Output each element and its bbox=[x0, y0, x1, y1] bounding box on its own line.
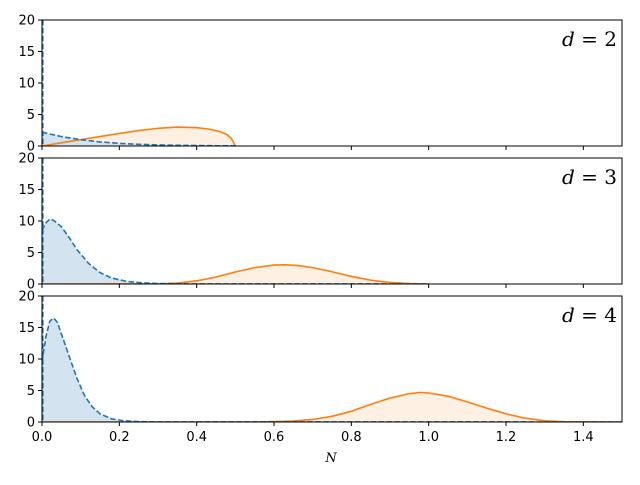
panel-3: 0 5 10 15 20 0.0 0.2 0.4 0.6 0.8 1.0 1.2 1.4 d = 4 bbox=[18, 290, 622, 446]
panel-label-var: d bbox=[562, 303, 575, 327]
panel-label-value: 3 bbox=[604, 165, 617, 189]
y-tick-label: 15 bbox=[18, 45, 35, 60]
panel-label-value: 2 bbox=[604, 27, 617, 51]
panels: 0 5 10 15 20 d = 20 5 10 15 20 d = 3 0 5 10 15 20 0.0 0.2… bbox=[18, 14, 622, 446]
panel-label-value: 4 bbox=[604, 303, 617, 327]
plot-area bbox=[42, 158, 429, 284]
y-tick-label: 0 bbox=[27, 416, 35, 431]
panel-label-equals: = bbox=[575, 303, 604, 327]
axes-frame bbox=[42, 296, 622, 422]
x-tick-label: 1.4 bbox=[573, 430, 594, 445]
y-tick-label: 10 bbox=[18, 215, 35, 230]
y-tick-label: 5 bbox=[27, 108, 35, 123]
y-tick-label: 20 bbox=[18, 290, 35, 305]
dashed-series-line bbox=[42, 318, 622, 422]
panel-label: d = 3 bbox=[562, 165, 617, 189]
y-tick-label: 15 bbox=[18, 183, 35, 198]
y-tick-label: 20 bbox=[18, 152, 35, 167]
x-tick-label: 1.0 bbox=[418, 430, 439, 445]
x-tick-label: 0.6 bbox=[264, 430, 285, 445]
y-tick-label: 5 bbox=[27, 246, 35, 261]
x-tick-label: 0.2 bbox=[109, 430, 130, 445]
x-tick-label: 0.0 bbox=[32, 430, 53, 445]
panel-label-var: d bbox=[562, 27, 575, 51]
x-tick-label: 0.4 bbox=[186, 430, 207, 445]
panel-label-var: d bbox=[562, 165, 575, 189]
panel-label: d = 2 bbox=[562, 27, 617, 51]
x-axis-title: N bbox=[324, 451, 337, 466]
x-tick-label: 0.8 bbox=[341, 430, 362, 445]
dashed-series-fill bbox=[42, 318, 622, 422]
y-tick-label: 10 bbox=[18, 77, 35, 92]
plot-area bbox=[42, 20, 235, 146]
y-tick-label: 10 bbox=[18, 353, 35, 368]
solid-series-fill bbox=[42, 392, 622, 422]
y-tick-label: 5 bbox=[27, 384, 35, 399]
panel-label-equals: = bbox=[575, 27, 604, 51]
axes-frame bbox=[42, 20, 622, 146]
x-tick-label: 1.2 bbox=[496, 430, 517, 445]
y-tick-label: 15 bbox=[18, 321, 35, 336]
panel-label-equals: = bbox=[575, 165, 604, 189]
y-tick-label: 20 bbox=[18, 14, 35, 29]
plot-area bbox=[42, 296, 622, 422]
axes-frame bbox=[42, 158, 622, 284]
panel-label: d = 4 bbox=[562, 303, 617, 327]
